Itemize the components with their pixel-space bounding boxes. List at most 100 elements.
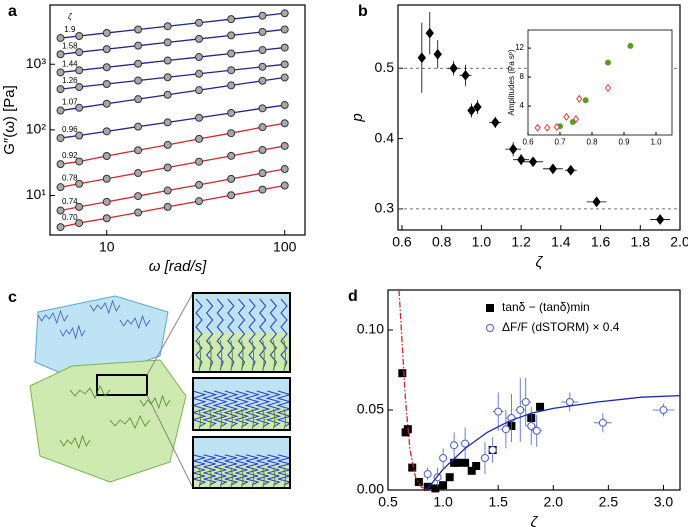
data-point xyxy=(461,69,470,81)
polymer-chain xyxy=(265,390,282,428)
data-point xyxy=(102,99,111,108)
data-point xyxy=(75,131,84,140)
data-point xyxy=(163,90,172,99)
chain-box xyxy=(192,292,291,373)
network-strand xyxy=(89,299,121,315)
polymer-chain xyxy=(209,340,212,373)
data-point xyxy=(534,123,541,132)
x-tick-label: 3.0 xyxy=(654,493,674,509)
data-point xyxy=(563,112,570,121)
data-point xyxy=(280,119,289,128)
polymer-chain xyxy=(259,298,267,370)
polymer-chain xyxy=(283,467,286,489)
polymer-chain xyxy=(244,390,260,428)
data-point xyxy=(56,50,65,59)
data-point xyxy=(280,25,289,34)
data-point xyxy=(576,94,583,103)
data-point xyxy=(102,197,111,206)
data-point xyxy=(227,66,236,75)
data-point xyxy=(491,117,500,128)
data-point xyxy=(494,407,503,416)
data-point xyxy=(134,146,143,155)
data-point xyxy=(195,34,204,43)
data-point xyxy=(163,22,172,31)
data-point xyxy=(414,478,423,486)
data-point xyxy=(56,106,65,115)
x-tick-label: 0.5 xyxy=(378,493,398,509)
data-point xyxy=(488,446,497,454)
data-point xyxy=(134,41,143,50)
data-point xyxy=(528,156,538,168)
data-point xyxy=(280,60,289,69)
series-label: 0.74 xyxy=(62,197,78,206)
panel-letter: d xyxy=(348,288,358,305)
polymer-diagram xyxy=(29,292,292,489)
data-point xyxy=(280,165,289,174)
data-point xyxy=(56,34,65,43)
series-label: 0.70 xyxy=(62,213,78,222)
y-tick-label: 0.05 xyxy=(357,401,384,417)
polymer-chain xyxy=(237,298,246,370)
data-point xyxy=(258,185,267,194)
series-label: 1.58 xyxy=(62,41,78,50)
data-point xyxy=(163,163,172,172)
data-point xyxy=(163,118,172,127)
polymer-chain xyxy=(230,340,233,373)
y-tick-label: 0.3 xyxy=(375,200,395,216)
data-point xyxy=(439,481,448,490)
data-point xyxy=(75,83,84,92)
data-point xyxy=(258,62,267,71)
x-tick-label: 1.0 xyxy=(650,137,662,146)
data-point xyxy=(227,81,236,90)
network-strand xyxy=(69,385,111,399)
data-point xyxy=(453,458,462,467)
series-label: 1.07 xyxy=(62,97,78,106)
x-tick-label: 1.0 xyxy=(433,493,453,509)
data-point xyxy=(56,160,65,169)
data-point xyxy=(195,86,204,95)
data-point xyxy=(467,105,476,116)
polymer-chain xyxy=(267,454,281,486)
x-tick-label: 0.7 xyxy=(554,137,566,146)
x-tick-label: 0.9 xyxy=(618,137,630,146)
polymer-chain xyxy=(219,409,223,431)
data-point xyxy=(195,134,204,143)
y-tick-label: 4 xyxy=(520,101,525,110)
polymer-chain xyxy=(251,409,255,431)
x-tick-label: 0.8 xyxy=(586,137,598,146)
polymer-chain xyxy=(262,409,265,431)
data-point xyxy=(102,45,111,54)
data-point xyxy=(431,484,440,493)
data-point xyxy=(472,462,481,470)
network-strand xyxy=(37,309,69,325)
series-label: 0.96 xyxy=(62,125,78,134)
data-point xyxy=(102,174,111,183)
polymer-chain xyxy=(201,390,218,428)
polymer-chain xyxy=(209,409,212,431)
data-point xyxy=(445,473,454,482)
data-point xyxy=(102,80,111,89)
data-point xyxy=(467,466,476,475)
data-point xyxy=(56,85,65,94)
data-point xyxy=(480,454,489,462)
data-point xyxy=(75,219,84,228)
polymer-chain xyxy=(227,298,235,370)
polymer-chain xyxy=(209,467,212,489)
data-point xyxy=(75,103,84,112)
data-point xyxy=(516,406,525,414)
data-point xyxy=(163,202,172,211)
panel-letter: a xyxy=(8,3,17,20)
plot-frame xyxy=(387,289,681,491)
x-tick-label: 1.2 xyxy=(511,233,531,249)
x-tick-label: 2.0 xyxy=(544,493,564,509)
data-point xyxy=(566,164,575,176)
x-tick-label: 0.8 xyxy=(432,233,452,249)
network-strand xyxy=(59,324,86,340)
polymer-chain xyxy=(224,454,239,486)
upper-network xyxy=(34,295,169,383)
series-label: 0.78 xyxy=(62,174,78,183)
x-axis-label: ζ xyxy=(531,514,539,527)
data-point xyxy=(75,48,84,57)
